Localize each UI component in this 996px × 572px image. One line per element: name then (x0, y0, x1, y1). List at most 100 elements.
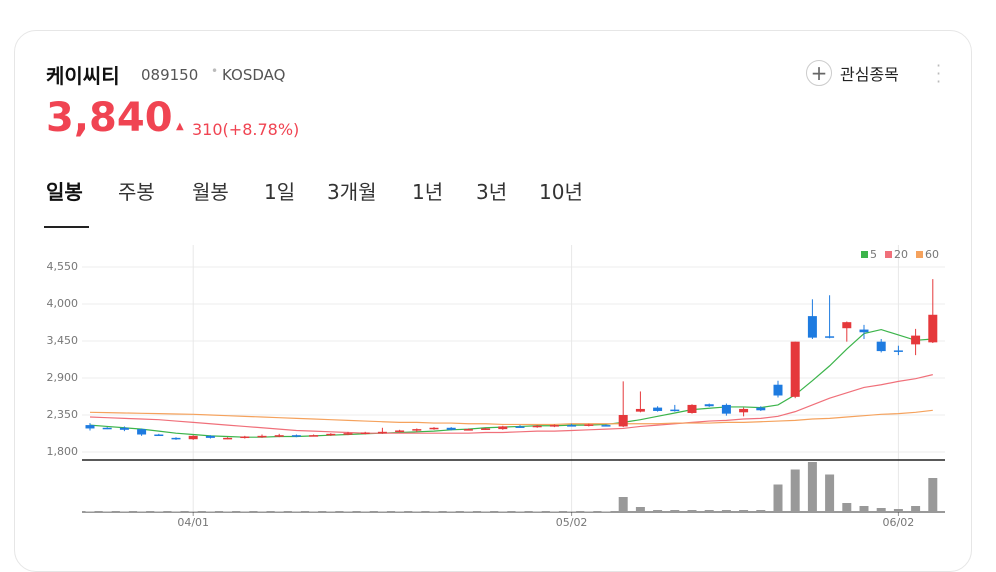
tab[interactable]: 월봉 (192, 180, 229, 204)
candle-body (223, 437, 233, 440)
y-tick-label: 4,000 (47, 297, 79, 310)
candle-body (102, 427, 112, 430)
volume-bar (240, 511, 250, 512)
tab[interactable]: 1년 (412, 180, 444, 204)
page: 케이씨티 089150 • KOSDAQ 3,840 ▲ 310(+8.78%)… (14, 30, 972, 572)
ma-line (89, 328, 933, 438)
watch-label: 관심종목 (840, 65, 899, 84)
volume-bar (481, 511, 491, 512)
volume-bar (257, 511, 267, 512)
volume-bar (446, 511, 456, 512)
volume-bar (825, 474, 835, 512)
y-tick-label: 4,550 (47, 260, 79, 273)
candle-body (446, 427, 456, 430)
legend-swatch (916, 251, 923, 258)
candle-body (119, 427, 129, 430)
candle-body (171, 437, 181, 440)
candle-body (601, 425, 611, 427)
volume-bar (85, 511, 95, 512)
candle-body (773, 384, 783, 396)
candle-body (154, 434, 164, 437)
x-tick-label: 04/01 (177, 516, 209, 529)
volume-bar (463, 511, 473, 512)
tab[interactable]: 주봉 (118, 180, 155, 204)
candle-body (584, 424, 594, 426)
market: KOSDAQ (222, 66, 286, 84)
volume-bar (515, 511, 525, 512)
candle-body (515, 426, 525, 428)
volume-bar (498, 511, 508, 512)
candle-body (653, 407, 663, 411)
volume-bar (807, 462, 817, 512)
candle-body (274, 435, 284, 437)
candle-body (911, 335, 921, 345)
candle-body (928, 314, 938, 343)
candle-body (859, 329, 869, 333)
volume-bar (635, 507, 645, 512)
candle-body (463, 429, 473, 431)
volume-bar (205, 511, 215, 512)
legend-label: 5 (870, 248, 877, 261)
candle-body (395, 430, 405, 432)
volume-bar (670, 510, 680, 512)
tab[interactable]: 10년 (539, 180, 583, 204)
volume-bar (412, 511, 422, 512)
volume-bar (309, 511, 319, 512)
more-menu[interactable]: · · · (936, 56, 942, 91)
candle-body (842, 322, 852, 329)
volume-bar (119, 511, 129, 512)
legend-label: 20 (894, 248, 908, 261)
volume-bar (687, 510, 697, 512)
volume-bar (343, 511, 353, 512)
candle-body (807, 316, 817, 338)
volume-bar (721, 510, 731, 512)
dot: • (211, 64, 219, 78)
volume-bar (911, 506, 921, 512)
candle-body (326, 433, 336, 436)
volume-bar (549, 511, 559, 512)
volume-bar (171, 511, 181, 512)
candle-body (429, 427, 439, 430)
volume-bar (893, 509, 903, 512)
volume-bar (618, 497, 628, 512)
volume-bar (876, 508, 886, 512)
tab[interactable]: 1일 (264, 180, 296, 204)
volume-bar (928, 478, 938, 512)
ma-line (89, 374, 933, 434)
candle-body (687, 404, 697, 413)
volume-bar (842, 503, 852, 512)
candle-body (618, 415, 628, 427)
y-tick-label: 2,350 (47, 408, 79, 421)
candle-body (704, 404, 714, 407)
candle-body (205, 435, 215, 438)
volume-bar (291, 511, 301, 512)
stock-name: 케이씨티 (46, 64, 120, 88)
candle-body (549, 425, 559, 427)
volume-bar (756, 510, 766, 512)
plus-icon: + (806, 60, 832, 86)
volume-bar (377, 511, 387, 512)
watch-button[interactable]: + 관심종목 (806, 60, 899, 86)
volume-bar (532, 511, 542, 512)
volume-bar (859, 506, 869, 512)
y-tick-label: 1,800 (47, 445, 79, 458)
price: 3,840 (46, 95, 173, 141)
volume-bar (790, 469, 800, 512)
candle-body (567, 425, 577, 427)
candle-body (257, 435, 267, 438)
volume-bar (429, 511, 439, 512)
candle-body (343, 433, 353, 435)
tab[interactable]: 3개월 (327, 180, 377, 204)
volume-bar (567, 511, 577, 512)
volume-bar (704, 510, 714, 512)
volume-bar (773, 484, 783, 512)
x-tick-label: 05/02 (556, 516, 588, 529)
y-tick-label: 2,900 (47, 371, 79, 384)
y-tick-label: 3,450 (47, 334, 79, 347)
candle-body (825, 336, 835, 338)
tab[interactable]: 3년 (476, 180, 508, 204)
volume-bar (154, 511, 164, 512)
candle-body (85, 425, 95, 429)
tab[interactable]: 일봉 (46, 180, 83, 204)
candle-body (670, 409, 680, 412)
